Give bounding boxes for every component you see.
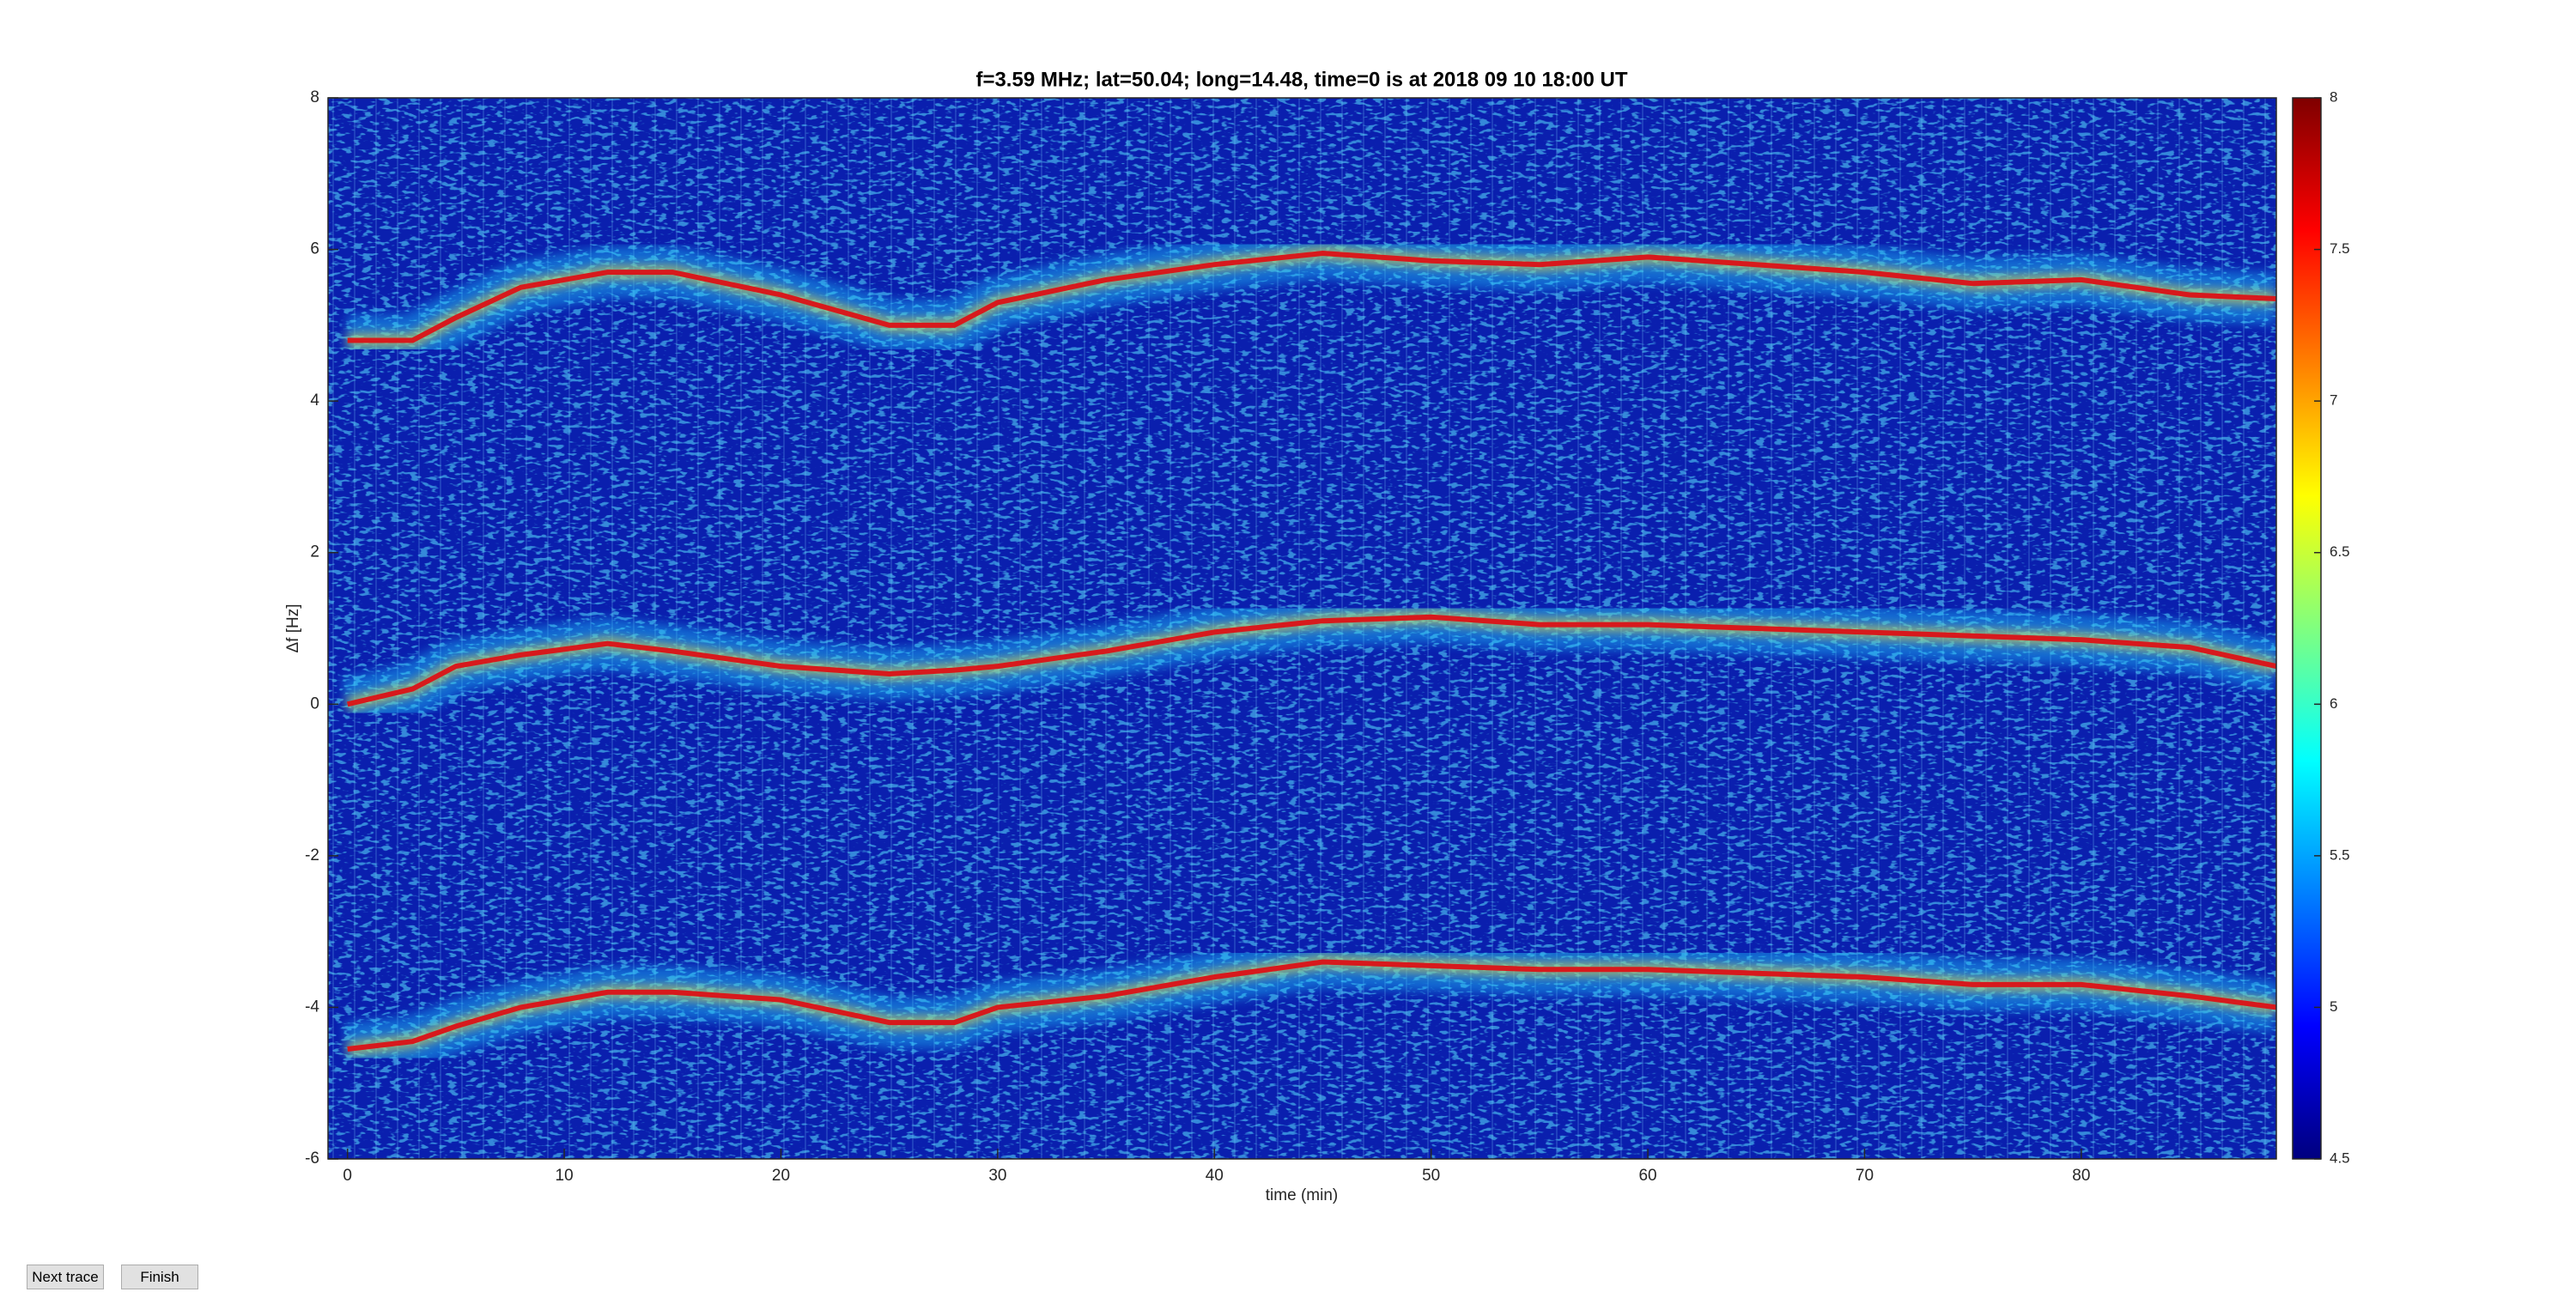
y-tick-label: 8 bbox=[310, 88, 319, 106]
y-tick-label: -2 bbox=[305, 846, 319, 864]
traces bbox=[341, 227, 2276, 1075]
colorbar-tick-label: 7.5 bbox=[2330, 240, 2350, 257]
y-tick-label: -6 bbox=[305, 1149, 319, 1168]
x-axis-label: time (min) bbox=[1266, 1186, 1338, 1204]
colorbar-tick-label: 8 bbox=[2330, 88, 2337, 105]
colorbar bbox=[2292, 97, 2322, 1160]
plot-frame bbox=[327, 97, 2277, 1160]
colorbar-tick-label: 4.5 bbox=[2330, 1149, 2350, 1166]
y-axis-label: Δf [Hz] bbox=[284, 604, 302, 652]
y-tick-label: 0 bbox=[310, 695, 319, 713]
next-trace-button[interactable]: Next trace bbox=[27, 1265, 104, 1289]
x-tick-label: 0 bbox=[343, 1167, 352, 1185]
x-tick-label: 30 bbox=[988, 1167, 1006, 1185]
x-tick-label: 20 bbox=[772, 1167, 790, 1185]
x-tick-label: 70 bbox=[1856, 1167, 1874, 1185]
trace-line bbox=[347, 614, 2276, 707]
y-tick-label: 2 bbox=[310, 543, 319, 561]
x-tick-label: 40 bbox=[1206, 1167, 1224, 1185]
finish-button[interactable]: Finish bbox=[121, 1265, 198, 1289]
y-tick-label: 4 bbox=[310, 391, 319, 409]
colorbar-tick-label: 5.5 bbox=[2330, 846, 2350, 863]
colorbar-tick-label: 7 bbox=[2330, 392, 2337, 409]
trace-line bbox=[347, 250, 2276, 343]
trace-line bbox=[347, 959, 2276, 1052]
chart-title: f=3.59 MHz; lat=50.04; long=14.48, time=… bbox=[975, 68, 1627, 91]
colorbar-tick-label: 6.5 bbox=[2330, 543, 2350, 560]
colorbar-tick-label: 6 bbox=[2330, 695, 2337, 712]
y-tick-label: 6 bbox=[310, 240, 319, 258]
x-tick-label: 80 bbox=[2072, 1167, 2090, 1185]
y-tick-label: -4 bbox=[305, 998, 319, 1016]
x-tick-label: 10 bbox=[556, 1167, 574, 1185]
x-tick-label: 60 bbox=[1638, 1167, 1656, 1185]
colorbar-tick-label: 5 bbox=[2330, 998, 2337, 1015]
x-tick-label: 50 bbox=[1422, 1167, 1440, 1185]
